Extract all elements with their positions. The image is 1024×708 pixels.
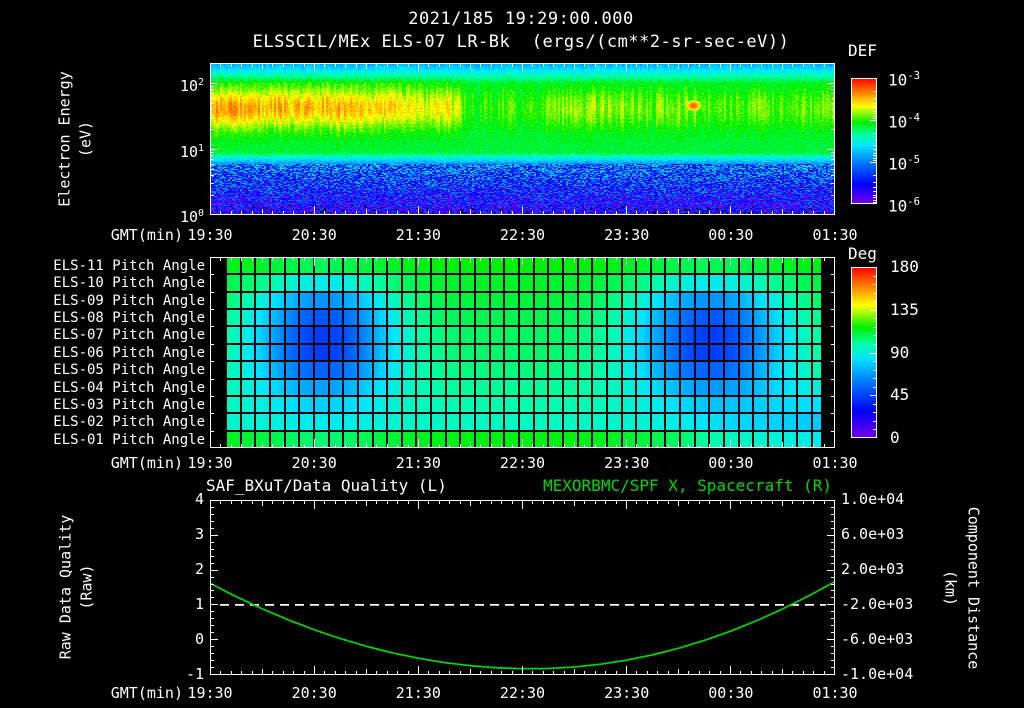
lineplot-right-tick-label: 1.0e+04 bbox=[841, 490, 905, 508]
gmt-tick-label: 20:30 bbox=[291, 684, 337, 702]
deg-colorbar-tick-label: 45 bbox=[890, 385, 910, 405]
deg-colorbar-tick-label: 135 bbox=[890, 299, 919, 319]
def-colorbar-tick-label: 10-4 bbox=[888, 112, 920, 132]
gmt-tick-label: 19:30 bbox=[187, 454, 233, 472]
gmt-tick-label: 23:30 bbox=[604, 226, 650, 244]
gmt-tick-label: 01:30 bbox=[812, 684, 858, 702]
def-colorbar-title: DEF bbox=[848, 41, 877, 60]
spectrogram-ylabel-units: (eV) bbox=[76, 120, 95, 158]
gmt-tick-label: 21:30 bbox=[395, 226, 441, 244]
pitch-row-label: ELS-10 Pitch Angle bbox=[53, 275, 205, 291]
lineplot-right-tick-label: -1.0e+04 bbox=[841, 665, 914, 683]
spectrogram-ytick-label: 102 bbox=[179, 77, 204, 95]
deg-colorbar-tick-label: 180 bbox=[890, 257, 919, 276]
def-colorbar-tick-label: 10-5 bbox=[888, 154, 920, 174]
pitch-row-label: ELS-08 Pitch Angle bbox=[53, 310, 205, 326]
lineplot-title-right: MEXORBMC/SPF X, Spacecraft (R) bbox=[543, 476, 832, 495]
lineplot-left-tick-label: 2 bbox=[194, 560, 204, 578]
gmt-tick-label: 20:30 bbox=[291, 454, 337, 472]
gmt-tick-label: 00:30 bbox=[708, 684, 754, 702]
lineplot-ylabel-right: Component Distance bbox=[964, 506, 983, 670]
gmt-tick-label: 19:30 bbox=[187, 226, 233, 244]
lineplot-title-left: SAF_BXuT/Data Quality (L) bbox=[206, 476, 447, 495]
lineplot-right-tick-label: 2.0e+03 bbox=[841, 560, 905, 578]
gmt-axis-label: GMT(min) bbox=[110, 684, 183, 702]
gmt-axis-label: GMT(min) bbox=[110, 454, 183, 472]
lineplot-right-tick-label: -6.0e+03 bbox=[841, 630, 914, 648]
pitch-row-label: ELS-05 Pitch Angle bbox=[53, 362, 205, 378]
plot-title: ELSSCIL/MEx ELS-07 LR-Bk (ergs/(cm**2-sr… bbox=[252, 32, 790, 52]
deg-colorbar-tick-label: 0 bbox=[890, 428, 900, 447]
deg-colorbar-title: Deg bbox=[848, 244, 877, 263]
def-colorbar-tick-label: 10-6 bbox=[888, 196, 920, 216]
gmt-tick-label: 23:30 bbox=[604, 684, 650, 702]
lineplot-right-tick-label: -2.0e+03 bbox=[841, 595, 914, 613]
pitch-row-label: ELS-01 Pitch Angle bbox=[53, 432, 205, 448]
gmt-tick-label: 01:30 bbox=[812, 454, 858, 472]
pitch-row-label: ELS-06 Pitch Angle bbox=[53, 345, 205, 361]
pitch-row-label: ELS-07 Pitch Angle bbox=[53, 327, 205, 343]
gmt-tick-label: 21:30 bbox=[395, 454, 441, 472]
lineplot-ylabel-left-units: (Raw) bbox=[77, 564, 96, 610]
pitch-row-label: ELS-09 Pitch Angle bbox=[53, 293, 205, 309]
gmt-tick-label: 22:30 bbox=[499, 454, 546, 472]
lineplot-left-tick-label: 0 bbox=[194, 630, 204, 648]
gmt-tick-label: 20:30 bbox=[291, 226, 337, 244]
energy-spectrogram-canvas bbox=[210, 63, 835, 215]
pitch-row-label: ELS-03 Pitch Angle bbox=[53, 397, 205, 413]
timestamp-title: 2021/185 19:29:00.000 bbox=[408, 9, 634, 29]
lineplot-left-tick-label: 1 bbox=[194, 595, 204, 613]
lineplot-ylabel-right-units: (km) bbox=[941, 569, 960, 607]
gmt-tick-label: 23:30 bbox=[604, 454, 650, 472]
gmt-axis-label: GMT(min) bbox=[110, 226, 183, 244]
pitch-angle-canvas bbox=[210, 257, 835, 448]
def-colorbar-tick-label: 10-3 bbox=[888, 70, 920, 90]
lineplot-right-tick-label: 6.0e+03 bbox=[841, 525, 905, 543]
spectrogram-ylabel: Electron Energy bbox=[55, 71, 74, 207]
deg-colorbar-tick-label: 90 bbox=[890, 342, 910, 362]
lineplot-left-tick-label: -1 bbox=[185, 665, 204, 683]
lineplot-canvas bbox=[210, 500, 835, 675]
gmt-tick-label: 01:30 bbox=[812, 226, 858, 244]
pitch-row-label: ELS-02 Pitch Angle bbox=[53, 414, 205, 430]
gmt-tick-label: 22:30 bbox=[499, 684, 546, 702]
pitch-row-label: ELS-11 Pitch Angle bbox=[53, 258, 205, 274]
gmt-tick-label: 00:30 bbox=[708, 226, 754, 244]
lineplot-ylabel-left: Raw Data Quality bbox=[56, 514, 75, 660]
pitch-row-label: ELS-04 Pitch Angle bbox=[53, 380, 205, 396]
deg-colorbar bbox=[851, 267, 877, 438]
gmt-tick-label: 21:30 bbox=[395, 684, 441, 702]
gmt-tick-label: 00:30 bbox=[708, 454, 754, 472]
spectrogram-ytick-label: 100 bbox=[179, 208, 204, 226]
gmt-tick-label: 19:30 bbox=[187, 684, 233, 702]
def-colorbar bbox=[851, 78, 877, 204]
lineplot-left-tick-label: 4 bbox=[194, 490, 204, 508]
lineplot-left-tick-label: 3 bbox=[194, 525, 204, 543]
gmt-tick-label: 22:30 bbox=[499, 226, 546, 244]
spectrogram-ytick-label: 101 bbox=[179, 143, 204, 161]
